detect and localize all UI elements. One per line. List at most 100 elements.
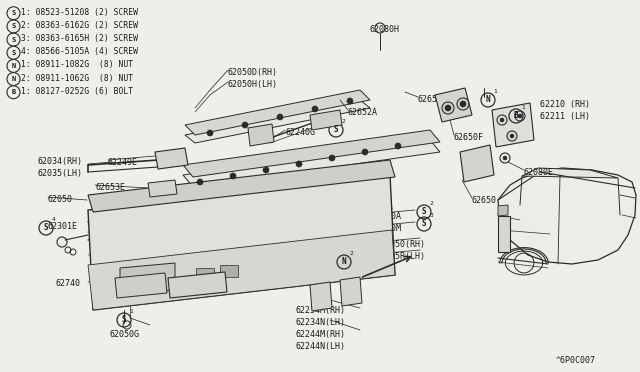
Text: 62080H: 62080H <box>370 25 400 34</box>
Polygon shape <box>492 103 534 147</box>
Text: S: S <box>44 224 48 232</box>
Circle shape <box>207 130 213 136</box>
Polygon shape <box>183 140 440 187</box>
Polygon shape <box>460 145 494 182</box>
Circle shape <box>230 173 236 179</box>
Polygon shape <box>155 148 188 169</box>
Polygon shape <box>88 160 395 212</box>
Text: 62220M: 62220M <box>372 224 402 233</box>
Circle shape <box>312 106 318 112</box>
Circle shape <box>263 167 269 173</box>
Circle shape <box>395 143 401 149</box>
Polygon shape <box>498 216 510 252</box>
Text: 2: 2 <box>429 201 433 206</box>
Text: 1: 08127-0252G (6) BOLT: 1: 08127-0252G (6) BOLT <box>21 87 133 96</box>
Text: 62653D: 62653D <box>418 95 448 104</box>
Text: 62050G: 62050G <box>110 330 140 339</box>
Text: S: S <box>12 23 15 29</box>
Circle shape <box>445 105 451 111</box>
Polygon shape <box>115 273 167 298</box>
Circle shape <box>242 122 248 128</box>
Polygon shape <box>248 124 274 146</box>
Text: 62242: 62242 <box>354 196 379 205</box>
Text: 62234N(LH): 62234N(LH) <box>296 318 346 327</box>
Text: S: S <box>422 208 426 217</box>
Text: B: B <box>12 89 15 95</box>
Text: 62653E: 62653E <box>95 183 125 192</box>
Text: B: B <box>514 112 518 121</box>
Text: 62234M(RH): 62234M(RH) <box>296 306 346 315</box>
Text: 62652A: 62652A <box>348 108 378 117</box>
Circle shape <box>500 118 504 122</box>
Text: 62050H(LH): 62050H(LH) <box>228 80 278 89</box>
Circle shape <box>503 156 507 160</box>
Circle shape <box>518 114 522 118</box>
Polygon shape <box>148 180 177 197</box>
Text: S: S <box>12 10 15 16</box>
Text: S: S <box>422 219 426 228</box>
Text: S: S <box>333 125 339 135</box>
Text: N: N <box>342 257 346 266</box>
Text: 62301E: 62301E <box>48 222 78 231</box>
Text: 1: 1 <box>129 310 133 314</box>
Polygon shape <box>88 175 395 310</box>
Text: 62650: 62650 <box>472 196 497 205</box>
Text: 62050D(RH): 62050D(RH) <box>228 68 278 77</box>
Text: S: S <box>12 36 15 42</box>
Text: S: S <box>122 315 126 324</box>
Circle shape <box>347 98 353 104</box>
Text: 62042B: 62042B <box>358 172 388 181</box>
Polygon shape <box>310 282 332 311</box>
Text: 1: 1 <box>493 89 497 94</box>
Circle shape <box>277 114 283 120</box>
Polygon shape <box>340 277 362 306</box>
Text: 62034(RH): 62034(RH) <box>37 157 82 166</box>
Text: 620950(RH): 620950(RH) <box>376 240 426 249</box>
Circle shape <box>296 161 302 167</box>
Circle shape <box>510 134 514 138</box>
Text: 96212: 96212 <box>106 289 131 298</box>
Text: 4: 08566-5105A (4) SCREW: 4: 08566-5105A (4) SCREW <box>21 47 138 56</box>
Text: 62080E: 62080E <box>524 168 554 177</box>
Polygon shape <box>168 272 227 298</box>
Text: 62220A: 62220A <box>372 212 402 221</box>
Text: 62035(LH): 62035(LH) <box>37 169 82 178</box>
Circle shape <box>362 149 368 155</box>
Text: 1: 08911-1082G  (8) NUT: 1: 08911-1082G (8) NUT <box>21 60 133 70</box>
Circle shape <box>460 101 466 107</box>
Polygon shape <box>435 88 472 122</box>
Text: N: N <box>486 96 490 105</box>
Text: 62232: 62232 <box>314 115 339 124</box>
Text: N: N <box>12 63 15 69</box>
Circle shape <box>197 179 203 185</box>
Polygon shape <box>310 110 342 130</box>
Text: 2: 08911-1062G  (8) NUT: 2: 08911-1062G (8) NUT <box>21 74 133 83</box>
Text: N: N <box>12 76 15 82</box>
Text: 62244M(RH): 62244M(RH) <box>296 330 346 339</box>
Text: 62249E: 62249E <box>108 158 138 167</box>
Polygon shape <box>522 168 618 178</box>
Bar <box>196 268 214 280</box>
Text: 62673C: 62673C <box>328 275 358 284</box>
Text: 2: 2 <box>349 251 353 256</box>
Text: 4: 4 <box>52 217 55 222</box>
Polygon shape <box>185 90 370 135</box>
Polygon shape <box>185 100 370 143</box>
Text: 2: 2 <box>342 119 346 124</box>
Polygon shape <box>120 263 175 295</box>
Text: 62650F: 62650F <box>454 133 484 142</box>
Text: 62210 (RH): 62210 (RH) <box>540 100 590 109</box>
Text: S: S <box>12 50 15 56</box>
Circle shape <box>329 155 335 161</box>
Polygon shape <box>498 205 508 216</box>
Text: 3: 08363-6165H (2) SCREW: 3: 08363-6165H (2) SCREW <box>21 34 138 43</box>
Text: 62240G: 62240G <box>285 128 315 137</box>
Text: 2: 08363-6162G (2) SCREW: 2: 08363-6162G (2) SCREW <box>21 21 138 30</box>
Text: 62050E: 62050E <box>152 280 182 289</box>
Text: ^6P0C007: ^6P0C007 <box>556 356 596 365</box>
Text: 62095R(LH): 62095R(LH) <box>376 252 426 261</box>
Polygon shape <box>183 130 440 177</box>
Polygon shape <box>88 230 395 310</box>
Bar <box>220 265 238 277</box>
Text: 3: 3 <box>429 214 433 218</box>
